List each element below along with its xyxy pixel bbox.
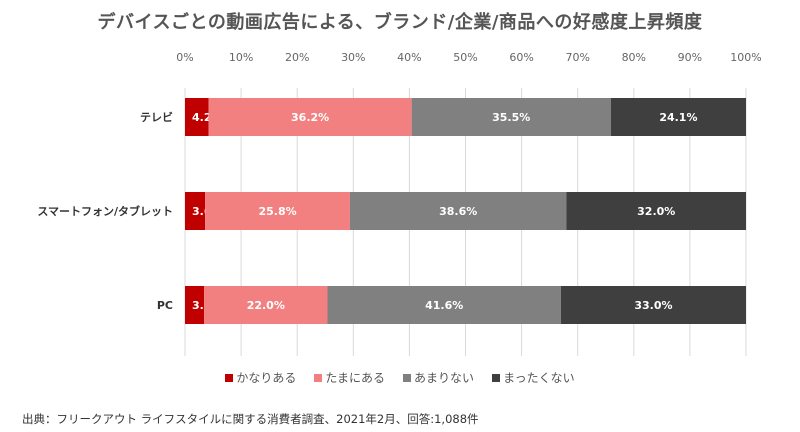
category-label: スマートフォン/タブレット: [37, 204, 173, 218]
category-label: テレビ: [140, 110, 173, 124]
x-tick-label: 90%: [678, 51, 702, 64]
legend-item: かなりある: [225, 369, 296, 386]
bar-segment: [349, 192, 567, 230]
legend-label: まったくない: [503, 371, 575, 385]
data-label: 24.1%: [659, 111, 697, 124]
category-label: PC: [157, 299, 173, 312]
x-tick-label: 60%: [509, 51, 533, 64]
legend-item: たまにある: [314, 369, 385, 386]
bar-segment: [185, 98, 209, 136]
bar-segment: [185, 286, 205, 324]
bar-segment: [560, 286, 746, 324]
source-note: 出典：フリークアウト ライフスタイルに関する消費者調査、2021年2月、回答:1…: [22, 412, 479, 426]
x-tick-label: 80%: [622, 51, 646, 64]
x-tick-label: 0%: [176, 51, 193, 64]
data-label: 33.0%: [634, 299, 672, 312]
chart-title: デバイスごとの動画広告による、ブランド/企業/商品への好感度上昇頻度: [97, 12, 703, 33]
data-label: 22.0%: [247, 299, 285, 312]
data-label: 35.5%: [492, 111, 530, 124]
legend-swatch: [225, 373, 234, 382]
data-label: 38.6%: [439, 205, 477, 218]
bar-segment: [566, 192, 746, 230]
x-tick-label: 50%: [453, 51, 477, 64]
bar-segment: [204, 286, 328, 324]
x-tick-label: 100%: [730, 51, 761, 64]
data-label: 25.8%: [258, 205, 296, 218]
bar-segment: [208, 98, 412, 136]
data-label: 32.0%: [637, 205, 675, 218]
legend-item: まったくない: [492, 369, 575, 386]
bar-segment: [327, 286, 561, 324]
bar-segment: [205, 192, 350, 230]
x-tick-label: 10%: [229, 51, 253, 64]
data-label: 41.6%: [425, 299, 463, 312]
legend-label: あまりない: [414, 371, 475, 385]
data-label: 36.2%: [291, 111, 329, 124]
legend-swatch: [492, 373, 501, 382]
x-tick-label: 20%: [285, 51, 309, 64]
legend: かなりある たまにある あまりない まったくない: [0, 369, 800, 386]
legend-label: かなりある: [236, 371, 297, 385]
bar-segment: [411, 98, 611, 136]
x-tick-label: 70%: [565, 51, 589, 64]
bar-segment: [610, 98, 746, 136]
legend-swatch: [314, 373, 323, 382]
x-tick-label: 40%: [397, 51, 421, 64]
legend-label: たまにある: [325, 371, 386, 385]
bar-segment: [185, 192, 206, 230]
legend-swatch: [403, 373, 412, 382]
x-tick-label: 30%: [341, 51, 365, 64]
legend-item: あまりない: [403, 369, 474, 386]
